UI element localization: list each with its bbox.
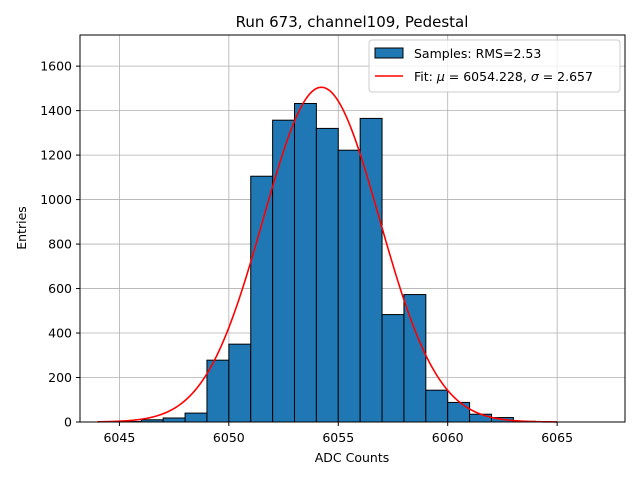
x-tick-label: 6060 — [432, 430, 464, 445]
y-axis-ticks: 0 200 400 600 800 1000 1200 1400 1600 — [40, 59, 80, 430]
y-tick-label: 1200 — [40, 148, 72, 163]
histogram-bar — [315, 127, 339, 423]
y-axis-label: Entries — [14, 206, 29, 250]
y-tick-label: 1400 — [40, 103, 72, 118]
histogram-bar — [469, 413, 492, 423]
histogram-bar — [293, 103, 317, 423]
histogram-bar — [425, 389, 449, 423]
legend-fit-prefix: Fit: — [414, 69, 437, 84]
fit-curve-group — [97, 86, 558, 423]
x-tick-label: 6055 — [322, 430, 354, 445]
legend-fit-label: Fit: μ = 6054.228, σ = 2.657 — [414, 69, 593, 84]
histogram-bar — [272, 119, 295, 423]
histogram-bar — [250, 175, 274, 423]
x-axis-label: ADC Counts — [315, 450, 390, 465]
x-axis-ticks: 6045 6050 6055 6060 6065 — [103, 422, 573, 445]
legend-box — [368, 39, 621, 93]
chart-title: Run 673, channel109, Pedestal — [236, 13, 469, 31]
fit-curve — [97, 86, 558, 423]
legend-histogram-swatch — [374, 47, 404, 59]
histogram-bar — [381, 314, 405, 423]
legend-fit-sigma-symbol: σ — [531, 69, 540, 84]
histogram-bars — [118, 103, 536, 423]
y-tick-label: 1600 — [40, 59, 72, 74]
y-tick-label: 1000 — [40, 192, 72, 207]
legend: Samples: RMS=2.53 Fit: μ = 6054.228, σ =… — [368, 39, 621, 93]
y-tick-label: 0 — [64, 415, 72, 430]
y-tick-label: 600 — [48, 281, 72, 296]
x-tick-label: 6065 — [541, 430, 573, 445]
legend-fit-mu-symbol: μ — [436, 69, 445, 84]
plot-frame — [79, 34, 626, 423]
histogram-bar — [228, 343, 252, 423]
histogram-bar — [447, 401, 471, 423]
histogram-bar — [337, 149, 361, 423]
legend-fit-mu-value: = 6054.228, — [445, 69, 531, 84]
x-tick-label: 6050 — [213, 430, 245, 445]
y-tick-label: 400 — [48, 326, 72, 341]
x-tick-label: 6045 — [103, 430, 135, 445]
legend-fit-sigma-value: = 2.657 — [539, 69, 593, 84]
histogram-bar — [162, 417, 186, 423]
y-tick-label: 800 — [48, 237, 72, 252]
y-tick-label: 200 — [48, 370, 72, 385]
histogram-bar — [403, 294, 427, 423]
legend-histogram-label: Samples: RMS=2.53 — [414, 46, 541, 61]
histogram-bar — [184, 412, 208, 423]
